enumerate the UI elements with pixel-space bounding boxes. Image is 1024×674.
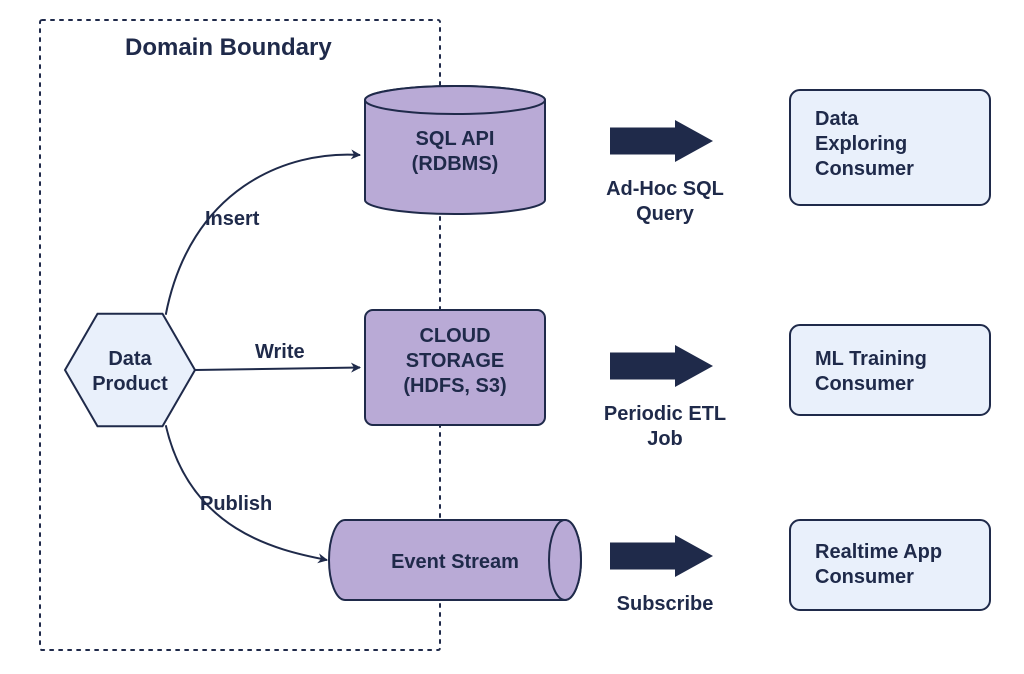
consumer-event-label-1: Realtime App	[815, 541, 942, 563]
edge-publish-label: Publish	[200, 493, 272, 515]
consumer-cloud-box	[790, 325, 990, 415]
arrow-cloud-label-2: Job	[647, 428, 683, 450]
edge-write-label: Write	[255, 341, 305, 363]
cloud-storage-label-2: STORAGE	[406, 350, 505, 372]
data-product-node	[65, 314, 195, 427]
edge-write	[195, 368, 360, 371]
cloud-storage-label-1: CLOUD	[419, 325, 490, 347]
consumer-event-box	[790, 520, 990, 610]
arrow-event	[610, 535, 713, 577]
consumer-sql-label-1: Data	[815, 108, 859, 130]
consumer-sql-label-3: Consumer	[815, 158, 914, 180]
cloud-storage-label-3: (HDFS, S3)	[403, 375, 506, 397]
arrow-cloud	[610, 345, 713, 387]
arrow-sql-label-2: Query	[636, 203, 695, 225]
sql-api-node	[365, 86, 545, 214]
arrow-sql-label-1: Ad-Hoc SQL	[606, 178, 724, 200]
edge-insert-label: Insert	[205, 208, 260, 230]
arrow-cloud-label-1: Periodic ETL	[604, 403, 726, 425]
arrow-event-label-1: Subscribe	[617, 593, 714, 615]
diagram-canvas: Domain Boundary Data Product Insert Writ…	[0, 0, 1024, 674]
data-product-label-2: Product	[92, 373, 168, 395]
sql-api-label-1: SQL API	[416, 128, 495, 150]
edge-insert	[166, 155, 360, 315]
consumer-cloud-label-2: Consumer	[815, 373, 914, 395]
consumer-event-label-2: Consumer	[815, 566, 914, 588]
data-product-label-1: Data	[108, 348, 152, 370]
domain-boundary-label: Domain Boundary	[125, 34, 332, 61]
event-stream-label: Event Stream	[391, 551, 519, 573]
consumer-sql-label-2: Exploring	[815, 133, 907, 155]
consumer-cloud-label-1: ML Training	[815, 348, 927, 370]
sql-api-label-2: (RDBMS)	[412, 153, 499, 175]
arrow-sql	[610, 120, 713, 162]
